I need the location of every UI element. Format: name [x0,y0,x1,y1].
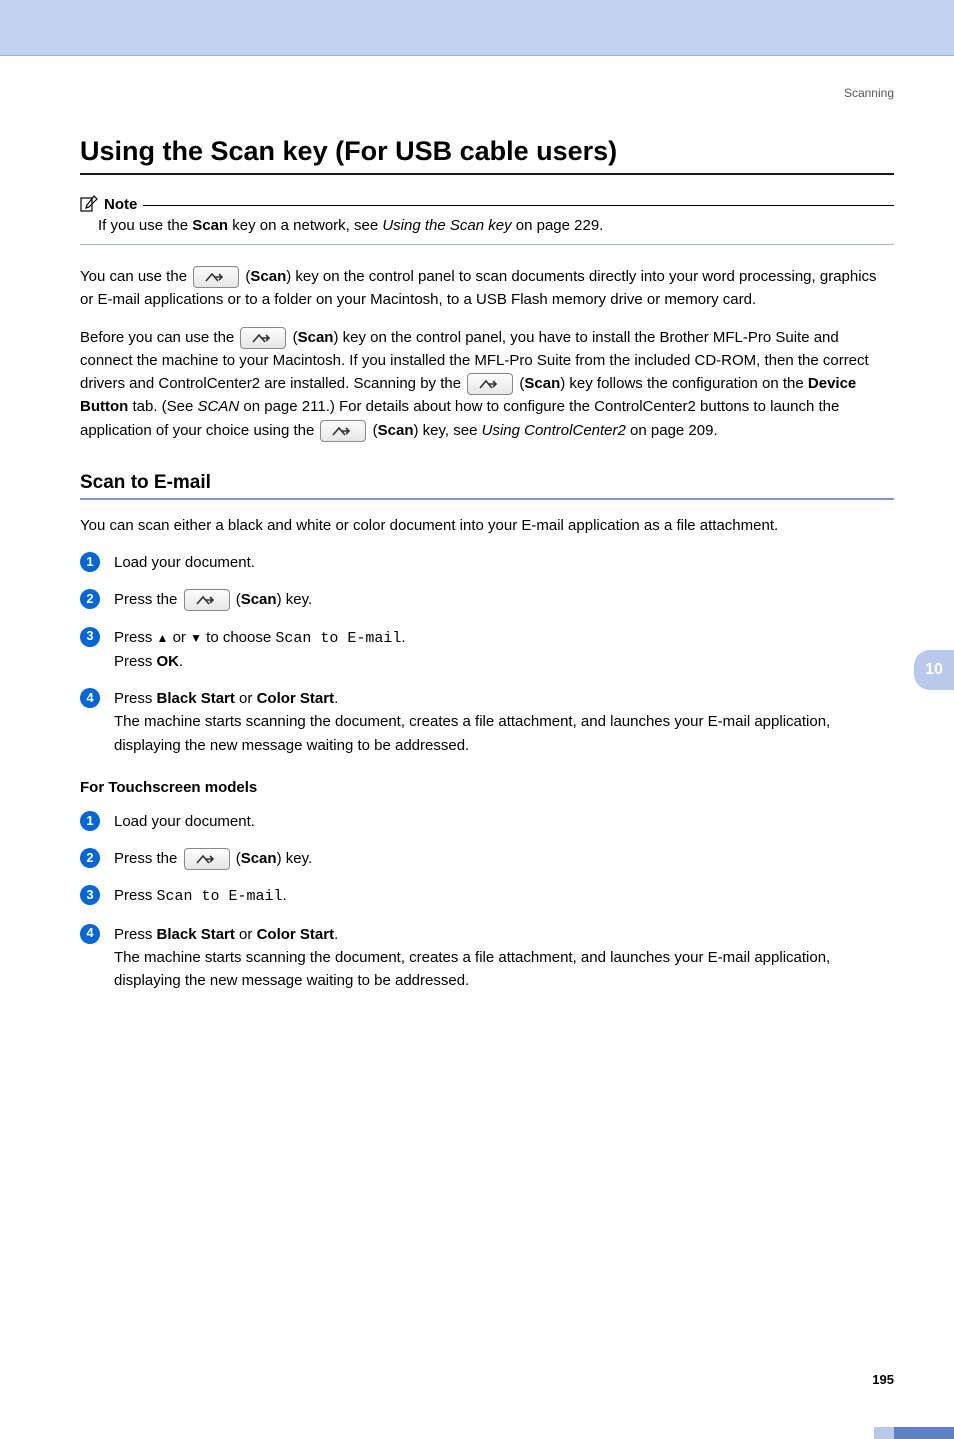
p2-usingcc: Using ControlCenter2 [482,422,626,439]
step-3-body: Press ▲ or ▼ to choose Scan to E-mail. P… [114,626,894,674]
p2-scan3: Scan [378,422,414,439]
section-label: Scanning [80,86,894,100]
step-3: 3 Press ▲ or ▼ to choose Scan to E-mail.… [80,626,894,674]
step-1: 1 Load your document. [80,551,894,574]
s3-e: Press [114,653,157,670]
p2-scan2: Scan [524,375,560,392]
note-text-1: If you use the [98,217,192,234]
ts2-b: ) key. [277,850,313,867]
ts2-a: Press the [114,850,182,867]
ts3-a: Press [114,887,157,904]
ts3-b: . [283,887,287,904]
s3-ok: OK [157,653,180,670]
ts4-c: . [334,926,338,943]
note-ital: Using the Scan key [382,217,511,234]
note-text-2: key on a network, see [228,217,382,234]
step-2: 2 Press the (Scan) key. [80,588,894,611]
scan-key-icon [184,848,230,870]
p1-scan: Scan [250,268,286,285]
page-content: Scanning Using the Scan key (For USB cab… [0,56,954,1427]
p2-scan: Scan [298,329,334,346]
paragraph-1: You can use the (Scan) key on the contro… [80,265,894,312]
note-bold: Scan [192,217,228,234]
ts4-d: The machine starts scanning the document… [114,949,830,989]
step-number-2: 2 [80,589,100,609]
step-2-body: Press the (Scan) key. [114,588,894,611]
note-header: Note [80,195,894,213]
step-1-body: Load your document. [114,551,894,574]
s4-color: Color Start [257,690,335,707]
up-arrow-icon: ▲ [157,631,169,645]
ts-step-2-body: Press the (Scan) key. [114,847,894,870]
step-number-3: 3 [80,627,100,647]
note-pencil-icon [80,195,98,213]
step-number-3: 3 [80,885,100,905]
scan-key-icon [467,373,513,395]
p2-d: tab. (See [128,398,197,415]
ts4-black: Black Start [157,926,235,943]
page-title: Using the Scan key (For USB cable users) [80,136,894,175]
section-scan-to-email: Scan to E-mail [80,472,894,500]
s2-b: ) key. [277,591,313,608]
p2-f: ) key, see [414,422,482,439]
p2-scanital: SCAN [198,398,240,415]
s4-c: . [334,690,338,707]
ts4-b: or [235,926,257,943]
s4-black: Black Start [157,690,235,707]
section2-intro: You can scan either a black and white or… [80,514,894,537]
step-number-1: 1 [80,811,100,831]
note-box: Note If you use the Scan key on a networ… [80,195,894,245]
s4-a: Press [114,690,157,707]
s3-d: . [401,629,405,646]
note-label: Note [104,196,137,213]
s3-mono: Scan to E-mail [275,630,401,647]
scan-key-icon [184,589,230,611]
ts-step-1: 1 Load your document. [80,810,894,833]
down-arrow-icon: ▼ [190,631,202,645]
ts-step-3: 3 Press Scan to E-mail. [80,884,894,908]
s3-f: . [179,653,183,670]
ts-step-4-body: Press Black Start or Color Start. The ma… [114,923,894,993]
p2-c: ) key follows the configuration on the [560,375,808,392]
ts2-scan: Scan [241,850,277,867]
step-number-4: 4 [80,688,100,708]
page-number: 195 [80,1372,894,1387]
ts-step-1-body: Load your document. [114,810,894,833]
note-rule [143,205,894,206]
step-4: 4 Press Black Start or Color Start. The … [80,687,894,757]
footer-mark [0,1427,954,1439]
touchscreen-heading: For Touchscreen models [80,779,894,796]
ts3-mono: Scan to E-mail [157,888,283,905]
footer-mark-dark [894,1427,954,1439]
p1-a: You can use the [80,268,191,285]
s2-a: Press the [114,591,182,608]
note-body: If you use the Scan key on a network, se… [80,213,894,245]
paragraph-2: Before you can use the (Scan) key on the… [80,326,894,442]
s3-c: to choose [202,629,275,646]
ts-step-3-body: Press Scan to E-mail. [114,884,894,908]
ts-step-4: 4 Press Black Start or Color Start. The … [80,923,894,993]
step-number-1: 1 [80,552,100,572]
s2-scan: Scan [241,591,277,608]
note-text-3: on page 229. [512,217,604,234]
chapter-tab: 10 [914,650,954,690]
ts-step-2: 2 Press the (Scan) key. [80,847,894,870]
scan-key-icon [193,266,239,288]
scan-key-icon [320,420,366,442]
ts4-a: Press [114,926,157,943]
scan-key-icon [240,327,286,349]
s4-d: The machine starts scanning the document… [114,713,830,753]
s3-b: or [168,629,190,646]
s4-b: or [235,690,257,707]
footer-mark-light [874,1427,894,1439]
ts4-color: Color Start [257,926,335,943]
s3-a: Press [114,629,157,646]
step-number-4: 4 [80,924,100,944]
step-4-body: Press Black Start or Color Start. The ma… [114,687,894,757]
step-number-2: 2 [80,848,100,868]
p2-g: on page 209. [626,422,718,439]
top-band [0,0,954,56]
p2-a: Before you can use the [80,329,238,346]
